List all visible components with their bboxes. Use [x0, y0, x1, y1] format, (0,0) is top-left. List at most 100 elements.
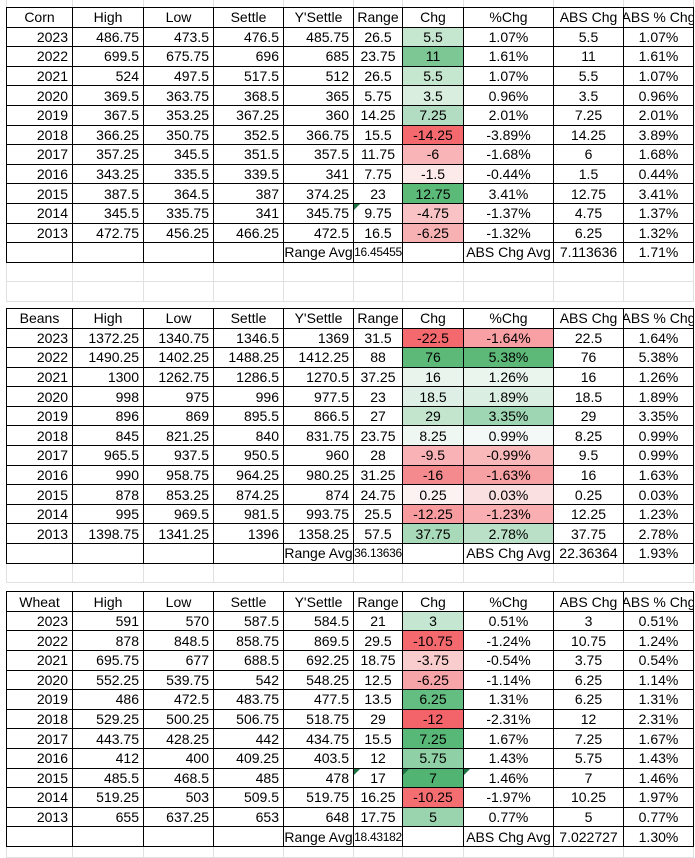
cell-high[interactable]: 1372.25: [73, 328, 144, 349]
cell-ysettle[interactable]: 366.75: [284, 125, 354, 146]
abs-chg-avg-label[interactable]: ABS Chg Avg: [464, 544, 554, 564]
cell-abschg[interactable]: 4.75: [554, 203, 624, 224]
cell-pctchg[interactable]: -1.37%: [464, 203, 554, 224]
cell-year[interactable]: 2017: [7, 446, 73, 466]
cell-settle[interactable]: 696: [214, 47, 284, 67]
cell-settle[interactable]: 981.5: [214, 504, 284, 525]
column-header-chg[interactable]: Chg: [403, 592, 464, 612]
cell-settle[interactable]: 895.5: [214, 406, 284, 427]
cell-range[interactable]: 23: [354, 387, 403, 407]
cell-settle[interactable]: 476.5: [214, 27, 284, 48]
cell-abschg[interactable]: 3.75: [554, 651, 624, 671]
cell-abschg[interactable]: 7: [554, 768, 624, 789]
cell-settle[interactable]: 442: [214, 729, 284, 749]
cell-ysettle[interactable]: 365: [284, 86, 354, 106]
empty-cell[interactable]: [7, 0, 73, 7]
cell-abspctchg[interactable]: 1.07%: [624, 66, 694, 87]
cell-range[interactable]: 14.25: [354, 105, 403, 126]
empty-cell[interactable]: [403, 0, 464, 7]
cell-pctchg[interactable]: -0.44%: [464, 164, 554, 185]
empty-cell[interactable]: [214, 0, 284, 7]
cell-year[interactable]: 2019: [7, 690, 73, 710]
cell-high[interactable]: 990: [73, 465, 144, 486]
cell-year[interactable]: 2019: [7, 406, 73, 427]
cell-abspctchg[interactable]: 0.54%: [624, 651, 694, 671]
cell-pctchg[interactable]: 1.89%: [464, 387, 554, 407]
empty-cell[interactable]: [354, 262, 403, 283]
cell-chg[interactable]: 5.5: [403, 66, 464, 87]
cell-chg[interactable]: -3.75: [403, 651, 464, 671]
cell-range[interactable]: 11.75: [354, 145, 403, 165]
cell-range[interactable]: 17: [354, 768, 403, 789]
cell-range[interactable]: 17.75: [354, 807, 403, 828]
empty-cell[interactable]: [554, 846, 624, 858]
column-header-settle[interactable]: Settle: [214, 8, 284, 28]
cell-abspctchg[interactable]: 1.63%: [624, 465, 694, 486]
cell-settle[interactable]: 542: [214, 670, 284, 691]
cell-settle[interactable]: 1346.5: [214, 328, 284, 349]
cell-ysettle[interactable]: 518.75: [284, 709, 354, 730]
cell-pctchg[interactable]: 3.41%: [464, 184, 554, 204]
empty-cell[interactable]: [144, 563, 214, 584]
cell-year[interactable]: 2014: [7, 203, 73, 224]
cell-ysettle[interactable]: 584.5: [284, 611, 354, 632]
cell-chg[interactable]: 29: [403, 406, 464, 427]
abs-pct-avg-value[interactable]: 1.30%: [624, 827, 694, 847]
cell-chg[interactable]: -10.75: [403, 631, 464, 651]
cell-abspctchg[interactable]: 2.31%: [624, 709, 694, 730]
cell-high[interactable]: 343.25: [73, 164, 144, 185]
empty-cell[interactable]: [464, 0, 554, 7]
cell-low[interactable]: 473.5: [144, 27, 214, 48]
table-title-cell[interactable]: Corn: [7, 8, 73, 28]
empty-cell[interactable]: [7, 282, 73, 302]
empty-cell[interactable]: [7, 262, 73, 283]
cell-low[interactable]: 428.25: [144, 729, 214, 749]
cell-chg[interactable]: -22.5: [403, 328, 464, 349]
cell-low[interactable]: 969.5: [144, 504, 214, 525]
cell-pctchg[interactable]: -1.23%: [464, 504, 554, 525]
cell-abspctchg[interactable]: 1.26%: [624, 367, 694, 388]
cell-settle[interactable]: 485: [214, 768, 284, 789]
cell-low[interactable]: 400: [144, 748, 214, 769]
empty-cell[interactable]: [144, 846, 214, 858]
cell-abschg[interactable]: 29: [554, 406, 624, 427]
cell-low[interactable]: 472.5: [144, 690, 214, 710]
cell-range[interactable]: 5.75: [354, 86, 403, 106]
cell-year[interactable]: 2014: [7, 504, 73, 525]
empty-cell[interactable]: [284, 846, 354, 858]
cell-low[interactable]: 637.25: [144, 807, 214, 828]
cell-range[interactable]: 26.5: [354, 66, 403, 87]
cell-ysettle[interactable]: 519.75: [284, 788, 354, 808]
cell-range[interactable]: 26.5: [354, 27, 403, 48]
empty-cell[interactable]: [403, 243, 464, 263]
empty-cell[interactable]: [214, 282, 284, 302]
cell-chg[interactable]: -9.5: [403, 446, 464, 466]
cell-abspctchg[interactable]: 1.37%: [624, 203, 694, 224]
cell-abschg[interactable]: 22.5: [554, 328, 624, 349]
empty-cell[interactable]: [403, 827, 464, 847]
range-avg-label[interactable]: Range Avg: [284, 243, 354, 263]
cell-settle[interactable]: 341: [214, 203, 284, 224]
cell-high[interactable]: 486: [73, 690, 144, 710]
cell-high[interactable]: 878: [73, 485, 144, 505]
cell-year[interactable]: 2023: [7, 328, 73, 349]
cell-high[interactable]: 1490.25: [73, 348, 144, 368]
empty-cell[interactable]: [73, 544, 144, 564]
cell-pctchg[interactable]: 0.99%: [464, 426, 554, 447]
column-header-settle[interactable]: Settle: [214, 308, 284, 329]
cell-chg[interactable]: 8.25: [403, 426, 464, 447]
cell-year[interactable]: 2020: [7, 86, 73, 106]
cell-abschg[interactable]: 37.75: [554, 524, 624, 545]
empty-cell[interactable]: [7, 243, 73, 263]
cell-low[interactable]: 958.75: [144, 465, 214, 486]
cell-high[interactable]: 345.5: [73, 203, 144, 224]
empty-cell[interactable]: [144, 827, 214, 847]
empty-cell[interactable]: [624, 282, 694, 302]
cell-chg[interactable]: -6.25: [403, 670, 464, 691]
cell-abschg[interactable]: 9.5: [554, 446, 624, 466]
cell-ysettle[interactable]: 993.75: [284, 504, 354, 525]
cell-range[interactable]: 28: [354, 446, 403, 466]
cell-high[interactable]: 519.25: [73, 788, 144, 808]
cell-low[interactable]: 350.75: [144, 125, 214, 146]
empty-cell[interactable]: [73, 262, 144, 283]
